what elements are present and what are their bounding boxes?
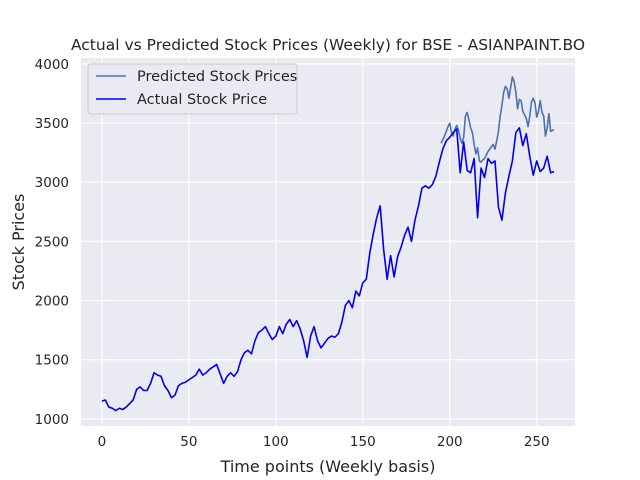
x-axis-label: Time points (Weekly basis) (220, 457, 436, 476)
x-tick-labels: 0 50 100 150 200 250 (98, 434, 550, 450)
y-tick-label: 1000 (35, 412, 69, 428)
legend-box (87, 63, 298, 115)
x-tick-label: 250 (524, 434, 550, 450)
x-tick-label: 150 (350, 434, 376, 450)
y-tick-labels: 1000 1500 2000 2500 3000 3500 4000 (35, 57, 69, 428)
x-tick-label: 100 (263, 434, 289, 450)
y-gridlines (81, 63, 575, 420)
y-tick-label: 3000 (35, 175, 69, 191)
legend: Predicted Stock Prices Actual Stock Pric… (87, 63, 298, 115)
y-tick-label: 2000 (35, 294, 69, 310)
actual-line (101, 127, 555, 412)
y-axis-label: Stock Prices (9, 194, 28, 291)
x-tick-label: 50 (180, 434, 197, 450)
x-tick-label: 0 (98, 434, 107, 450)
legend-label-predicted: Predicted Stock Prices (137, 69, 297, 85)
y-tick-label: 1500 (35, 353, 69, 369)
series-lines (101, 76, 555, 412)
legend-label-actual: Actual Stock Price (137, 92, 267, 108)
predicted-line (440, 76, 555, 163)
chart-title: Actual vs Predicted Stock Prices (Weekly… (71, 36, 585, 54)
y-tick-label: 4000 (35, 57, 69, 73)
y-tick-label: 3500 (35, 116, 69, 132)
y-tick-label: 2500 (35, 234, 69, 250)
x-tick-label: 200 (437, 434, 463, 450)
